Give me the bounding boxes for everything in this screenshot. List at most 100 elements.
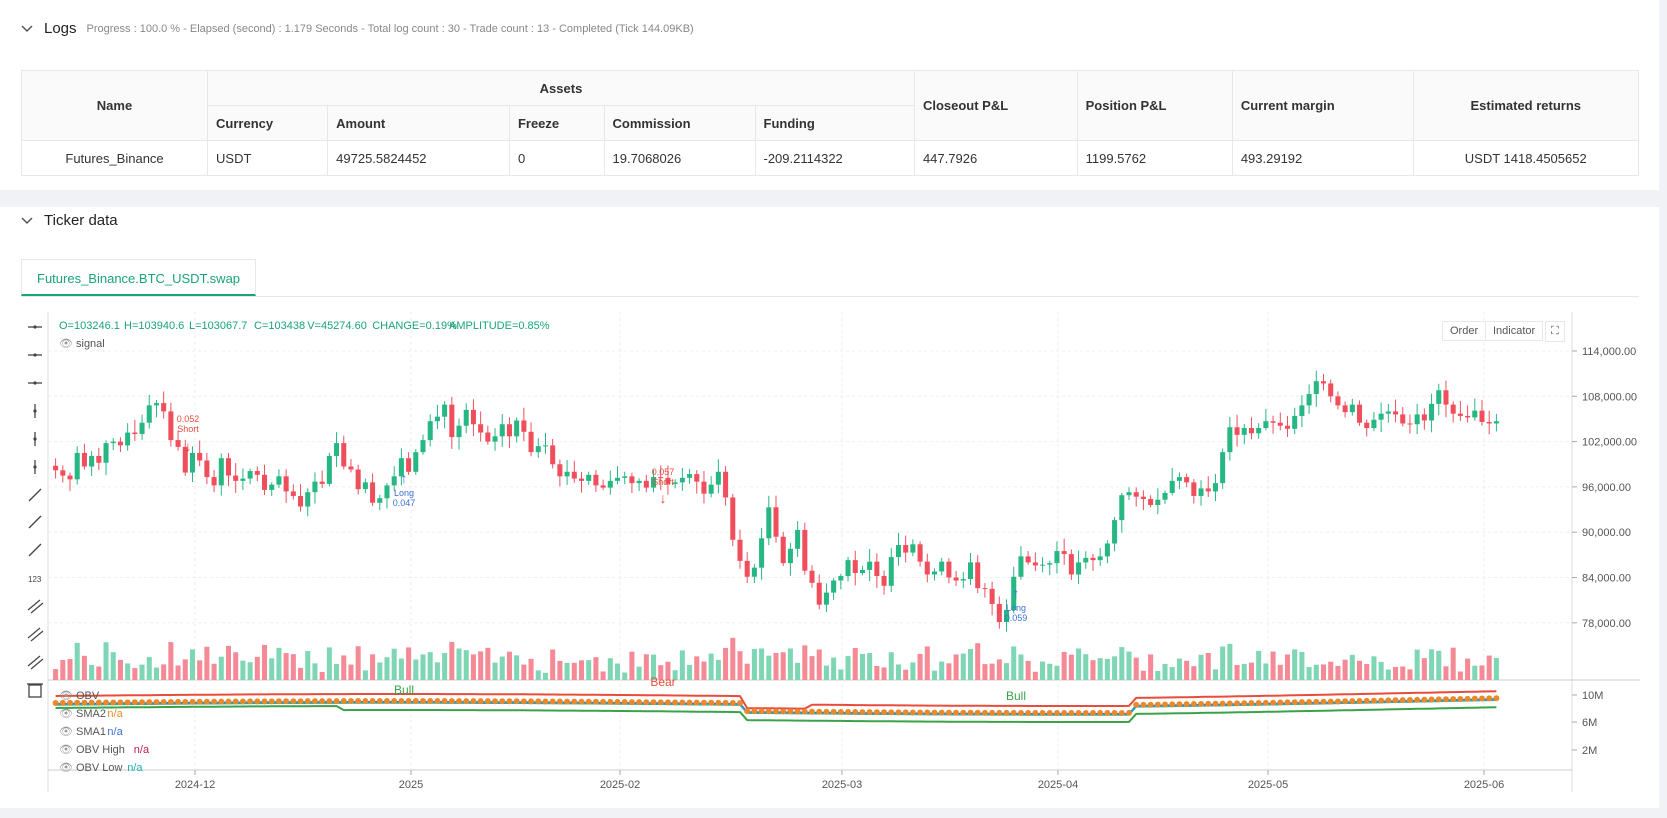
trend-ray-icon[interactable] bbox=[28, 543, 42, 557]
sma2-dot bbox=[441, 698, 448, 705]
sma2-dot bbox=[1248, 700, 1255, 707]
icon-stroke bbox=[28, 684, 42, 698]
sma2-dot bbox=[1111, 709, 1118, 716]
sma2-dot bbox=[1241, 700, 1248, 707]
sma2-dot bbox=[333, 698, 340, 705]
candle-body bbox=[254, 471, 260, 475]
chevron-down-icon[interactable] bbox=[20, 214, 34, 228]
candle-body bbox=[823, 592, 829, 605]
sma2-dot bbox=[1176, 701, 1183, 708]
candle-body bbox=[924, 561, 930, 575]
volume-bar bbox=[939, 661, 945, 680]
fullscreen-icon[interactable]: ⛶ bbox=[1545, 321, 1565, 342]
trash-icon[interactable] bbox=[27, 683, 43, 698]
volume-bar bbox=[283, 653, 289, 680]
candle-body bbox=[1119, 495, 1125, 521]
candle-body bbox=[161, 403, 167, 412]
candle-body bbox=[867, 561, 873, 570]
trend-line-icon[interactable] bbox=[28, 488, 42, 502]
sma2-dot bbox=[528, 698, 535, 705]
volume-bar bbox=[1032, 671, 1038, 680]
trade-annotations: 0.052Short↓↑Long0.0470.057Short↓↑Long0.0… bbox=[177, 414, 1028, 703]
volume-bar bbox=[290, 654, 296, 680]
volume-bar bbox=[456, 648, 462, 680]
sma2-dot bbox=[765, 708, 772, 715]
candle-body bbox=[1025, 556, 1031, 563]
sma2-dot bbox=[463, 698, 470, 705]
sma2-dot bbox=[196, 698, 203, 705]
sma2-dot bbox=[852, 709, 859, 716]
pitchfork-icon[interactable] bbox=[27, 627, 44, 642]
sma2-dot bbox=[556, 698, 563, 705]
volume-bar bbox=[1436, 650, 1442, 680]
candle-body bbox=[391, 476, 397, 486]
sma2-dot bbox=[492, 698, 499, 705]
header-freeze: Freeze bbox=[508, 105, 605, 141]
volume-bar bbox=[204, 646, 210, 680]
volume-bar bbox=[1306, 667, 1312, 680]
candle-body bbox=[989, 588, 995, 604]
candle-body bbox=[845, 560, 851, 576]
candle-body bbox=[593, 474, 599, 486]
candle-body bbox=[600, 485, 606, 488]
sma2-dot bbox=[124, 699, 131, 706]
candle-body bbox=[1421, 414, 1427, 421]
volume-bar bbox=[564, 662, 570, 680]
volume-bar bbox=[53, 669, 59, 680]
sma2-dot bbox=[816, 708, 823, 715]
fibonacci-icon[interactable] bbox=[27, 655, 44, 670]
chevron-down-icon[interactable] bbox=[20, 22, 34, 36]
time-tick-label: 2024-12 bbox=[175, 779, 215, 791]
candle-body bbox=[1155, 499, 1161, 506]
volume-bar bbox=[881, 667, 887, 680]
trend-segment-icon[interactable] bbox=[28, 515, 42, 529]
volume-bar bbox=[1011, 646, 1017, 680]
sma2-dot bbox=[1471, 695, 1478, 702]
volume-bar bbox=[1328, 661, 1334, 680]
volume-bar bbox=[795, 662, 801, 680]
volume-bar bbox=[470, 654, 476, 680]
candle-body bbox=[1414, 414, 1420, 425]
candle-body bbox=[1112, 520, 1118, 544]
parallel-channel-icon[interactable] bbox=[27, 599, 44, 614]
ticker-header[interactable]: Ticker data bbox=[20, 212, 118, 229]
cell-name: Futures_Binance bbox=[20, 140, 209, 176]
vertical-segment-icon[interactable] bbox=[33, 432, 37, 446]
tab-btc-usdt-swap[interactable]: Futures_Binance.BTC_USDT.swap bbox=[21, 259, 257, 296]
volume-bar bbox=[845, 656, 851, 680]
candle-body bbox=[1061, 551, 1067, 555]
chart-grid bbox=[47, 312, 1640, 792]
vertical-ray-icon[interactable] bbox=[33, 460, 37, 474]
price-label-icon[interactable]: 123 bbox=[28, 575, 42, 584]
sma2-dot bbox=[254, 698, 261, 705]
candle-body bbox=[456, 425, 462, 438]
candle-body bbox=[362, 482, 368, 490]
order-button[interactable]: Order bbox=[1442, 321, 1487, 341]
indicator-button[interactable]: Indicator bbox=[1485, 321, 1544, 341]
sma2-dot bbox=[700, 699, 707, 706]
volume-bar bbox=[802, 645, 808, 680]
candle-body bbox=[701, 481, 707, 494]
volume-bar bbox=[1112, 656, 1118, 680]
candle-body bbox=[290, 491, 296, 496]
vertical-line-icon[interactable] bbox=[33, 404, 37, 418]
time-tick-label: 2025 bbox=[399, 779, 423, 791]
sma2-dot bbox=[938, 709, 945, 716]
volume-bar bbox=[910, 662, 916, 680]
horizontal-line-icon[interactable] bbox=[28, 325, 42, 329]
volume-bar bbox=[1284, 654, 1291, 680]
horizontal-ray-icon[interactable] bbox=[28, 353, 42, 357]
logs-header[interactable]: Logs Progress : 100.0 % - Elapsed (secon… bbox=[20, 20, 694, 37]
icon-dot bbox=[33, 353, 37, 357]
logs-panel: Logs Progress : 100.0 % - Elapsed (secon… bbox=[0, 0, 1659, 190]
candle-body bbox=[211, 477, 217, 486]
volume-bar bbox=[557, 660, 563, 680]
price-axis: 114,000.00 108,000.00 102,000.00 96,000.00 9… bbox=[1572, 346, 1637, 630]
candle-body bbox=[146, 405, 152, 423]
volume-bar bbox=[1191, 666, 1197, 680]
header-currency: Currency bbox=[207, 105, 329, 141]
candle-body bbox=[1162, 492, 1168, 500]
candle-body bbox=[103, 443, 109, 463]
extended-line-icon[interactable] bbox=[28, 381, 42, 385]
